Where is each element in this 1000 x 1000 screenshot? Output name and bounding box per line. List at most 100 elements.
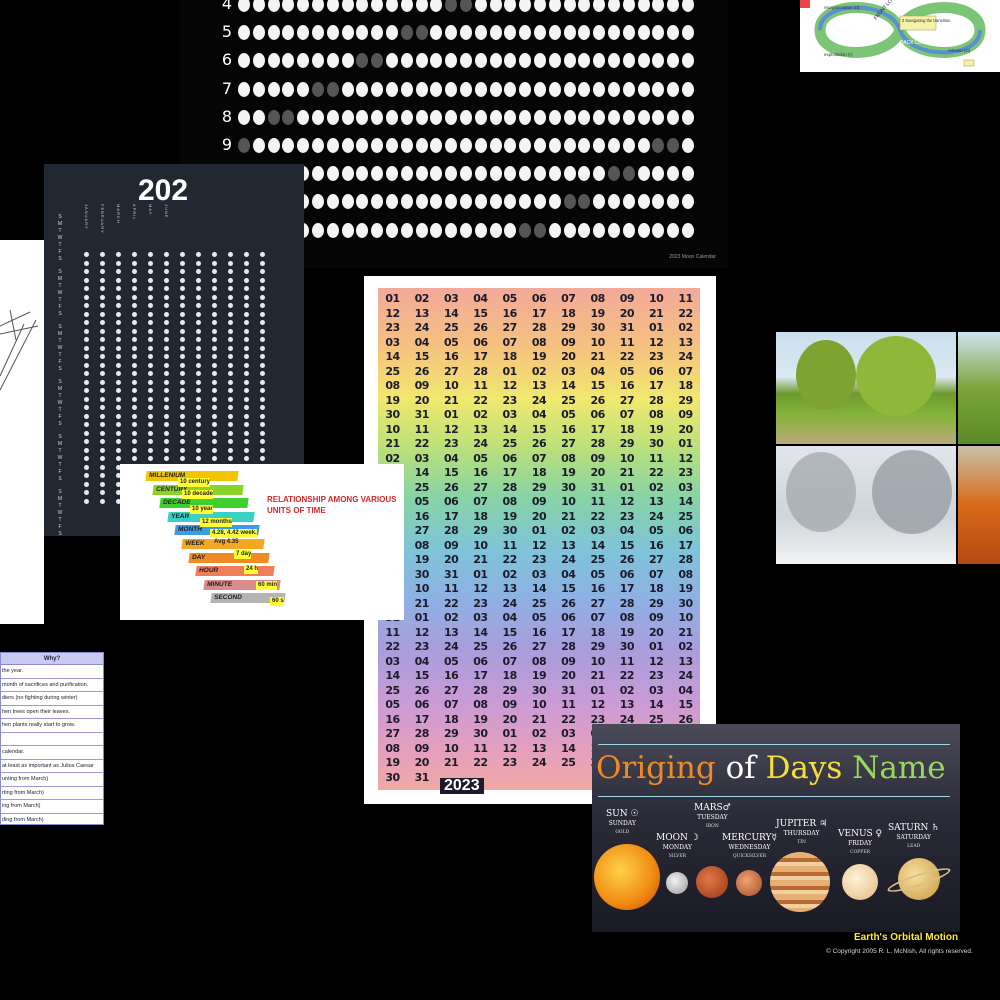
line-diagram-image[interactable] [0,240,44,624]
weekday-letter: F [58,414,62,420]
why-table-row: diers (no fighting during winter) [1,692,103,706]
calendar-day-dot [84,362,89,368]
calendar-day-dot [260,260,265,266]
calendar-day-dot [164,277,169,283]
calendar-day-dot [180,320,185,325]
moon-phase-disc [371,25,384,41]
day-number: 03 [502,408,518,421]
day-number: 31 [619,321,635,334]
day-number: 14 [414,466,430,479]
day-number: 24 [414,321,430,334]
day-number: 22 [649,466,664,479]
planet-weekday: TUESDAY [697,814,728,821]
weekday-letter: S [58,324,62,330]
day-number: 19 [385,393,400,407]
day-calendar-year: 2023 [440,778,484,794]
adaptive-cycle-diagram-image[interactable]: reorganization (α) FRONT LOOP 2 Navigati… [800,0,1000,72]
orbital-motion-caption[interactable]: Earth's Orbital Motion © Copyright 2005 … [820,928,1000,1000]
moon-phase-disc [667,222,680,238]
moon-phase-disc [312,53,324,69]
moon-phase-disc [297,109,310,125]
four-seasons-photo[interactable] [776,332,1000,564]
moon-phase-disc [519,138,532,153]
moon-phase-disc [534,81,546,97]
calendar-day-dot [196,311,201,317]
moon-phase-disc [578,53,591,69]
moon-phase-disc [415,222,428,238]
moon-phase-disc [519,53,532,69]
weekday-letter: S [58,489,62,495]
day-number: 15 [531,422,547,436]
calendar-day-dot [212,405,217,410]
calendar-day-dot [228,413,233,419]
calendar-day-dot [148,371,153,376]
moon-phase-disc [474,194,487,210]
day-number: 28 [443,524,459,537]
moon-row-number: 9 [221,135,232,154]
moon-phase-disc [504,138,517,153]
moon-phase-disc [312,138,324,153]
moon-phase-disc [445,0,458,12]
calendar-day-dot [228,337,233,342]
calendar-day-dot [196,260,201,266]
moon-phase-disc [430,81,443,97]
day-number: 09 [443,538,459,552]
calendar-day-dot [228,260,233,266]
planet-weekday: SUNDAY [608,820,636,827]
moon-phase-disc [326,0,339,12]
day-number: 09 [561,654,576,668]
calendar-day-dot [132,362,137,368]
weekday-letter: S [58,531,62,536]
moon-phase-disc [563,109,576,125]
moon-phase-disc [386,194,398,210]
planet-name-text: SUN ☉ [606,809,639,819]
day-number: 04 [414,654,430,668]
calendar-day-dot [100,422,105,427]
calendar-day-dot [132,430,137,436]
moon-phase-disc [252,0,265,12]
moon-phase-disc [682,109,694,125]
day-number: 18 [473,509,488,523]
day-number: 10 [590,335,605,349]
day-number: 07 [502,335,518,349]
month-origin-table-image[interactable]: Why? the year. month of sacrifices and pu… [0,652,104,825]
day-number: 09 [502,698,518,711]
origin-of-days-name-image[interactable]: Origing of Days Name SUN ☉ SUNDAY GOLD MOON… [592,724,960,932]
day-number: 12 [649,335,664,349]
calendar-day-dot [100,481,105,487]
units-of-time-image[interactable]: MILLENIUM CENTURY DECADE YEAR MONTH WEEK DAY HO… [120,464,404,620]
moon-phase-calendar-image[interactable]: 456789101112 2023 Moon Calendar [180,0,728,268]
day-number: 29 [619,437,635,450]
calendar-day-dot [100,286,105,291]
day-number: 08 [502,495,518,508]
calendar-day-dot [148,413,153,419]
planet-label: MERCURY☿ WEDNESDAY QUICKSILVER [722,834,777,861]
day-number: 01 [473,567,488,581]
time-unit-relation: 12 months [200,518,233,527]
calendar-day-dot [116,456,121,461]
moon-phase-disc [667,194,680,210]
day-number: 09 [414,741,430,755]
day-number: 31 [561,683,576,697]
day-number: 06 [473,335,488,349]
calendar-day-dot [84,447,89,453]
rainbow-day-calendar-image[interactable]: 01 02 03 04 05 06 07 08 09 10 11 12 13 14 15 16 17 18 19 20… [364,276,716,804]
calendar-day-dot [196,413,201,419]
planet-icon [842,864,878,900]
calendar-day-dot [180,260,185,266]
calendar-day-dot [84,498,89,504]
calendar-day-dot [148,396,153,402]
moon-phase-disc [622,25,635,41]
calendar-day-dot [148,328,153,334]
moon-phase-disc [326,138,339,153]
day-number: 30 [561,480,576,494]
moon-phase-disc [326,109,339,125]
day-number: 05 [473,451,488,465]
calendar-day-dot [116,294,121,300]
moon-phase-disc [312,25,324,41]
day-number: 16 [561,422,576,436]
day-number: 18 [649,582,664,595]
moon-phase-disc [563,81,576,97]
month-label: JANUARY [84,204,89,230]
moon-phase-disc [356,109,369,125]
